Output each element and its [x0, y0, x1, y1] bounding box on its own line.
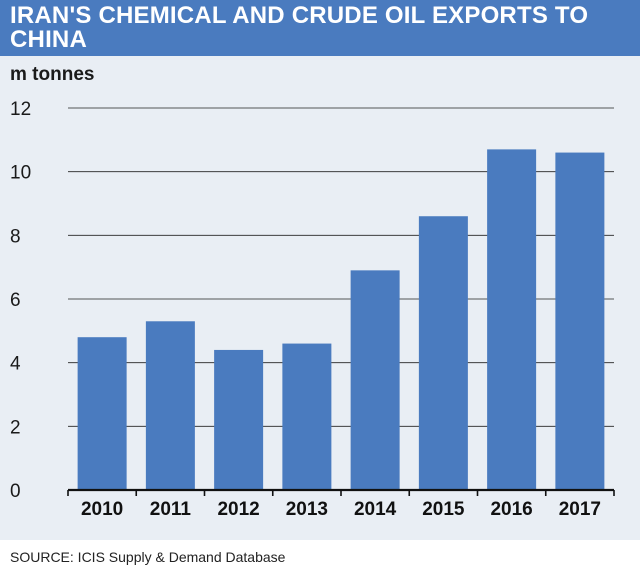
x-tick-label-2013: 2013 [286, 499, 328, 520]
x-tick-label-2014: 2014 [354, 499, 397, 520]
y-tick-label-0: 0 [10, 481, 21, 502]
title-bar: IRAN'S CHEMICAL AND CRUDE OIL EXPORTS TO… [0, 0, 640, 56]
bar-2014 [350, 270, 400, 490]
y-tick-label-2: 2 [10, 417, 21, 438]
x-tick-label-2016: 2016 [490, 499, 532, 520]
bar-2017 [555, 152, 605, 491]
bar-2010 [77, 337, 127, 490]
y-tick-label-4: 4 [10, 354, 21, 375]
bar-2012 [214, 349, 264, 490]
y-tick-label-12: 12 [10, 99, 31, 120]
bar-2011 [145, 321, 195, 490]
y-tick-label-8: 8 [10, 226, 21, 247]
x-tick-label-2017: 2017 [559, 499, 601, 520]
y-tick-label-10: 10 [10, 163, 31, 184]
x-tick-label-2010: 2010 [81, 499, 123, 520]
x-tick-label-2011: 2011 [150, 499, 192, 520]
bar-2016 [487, 149, 537, 490]
x-tick-label-2015: 2015 [422, 499, 465, 520]
x-tick-label-2012: 2012 [217, 499, 259, 520]
y-tick-label-6: 6 [10, 290, 21, 311]
bar-2013 [282, 343, 332, 490]
source-note: SOURCE: ICIS Supply & Demand Database [10, 549, 286, 565]
y-axis-label: m tonnes [10, 64, 95, 85]
bar-2015 [418, 216, 468, 490]
chart-title: IRAN'S CHEMICAL AND CRUDE OIL EXPORTS TO… [10, 2, 589, 53]
